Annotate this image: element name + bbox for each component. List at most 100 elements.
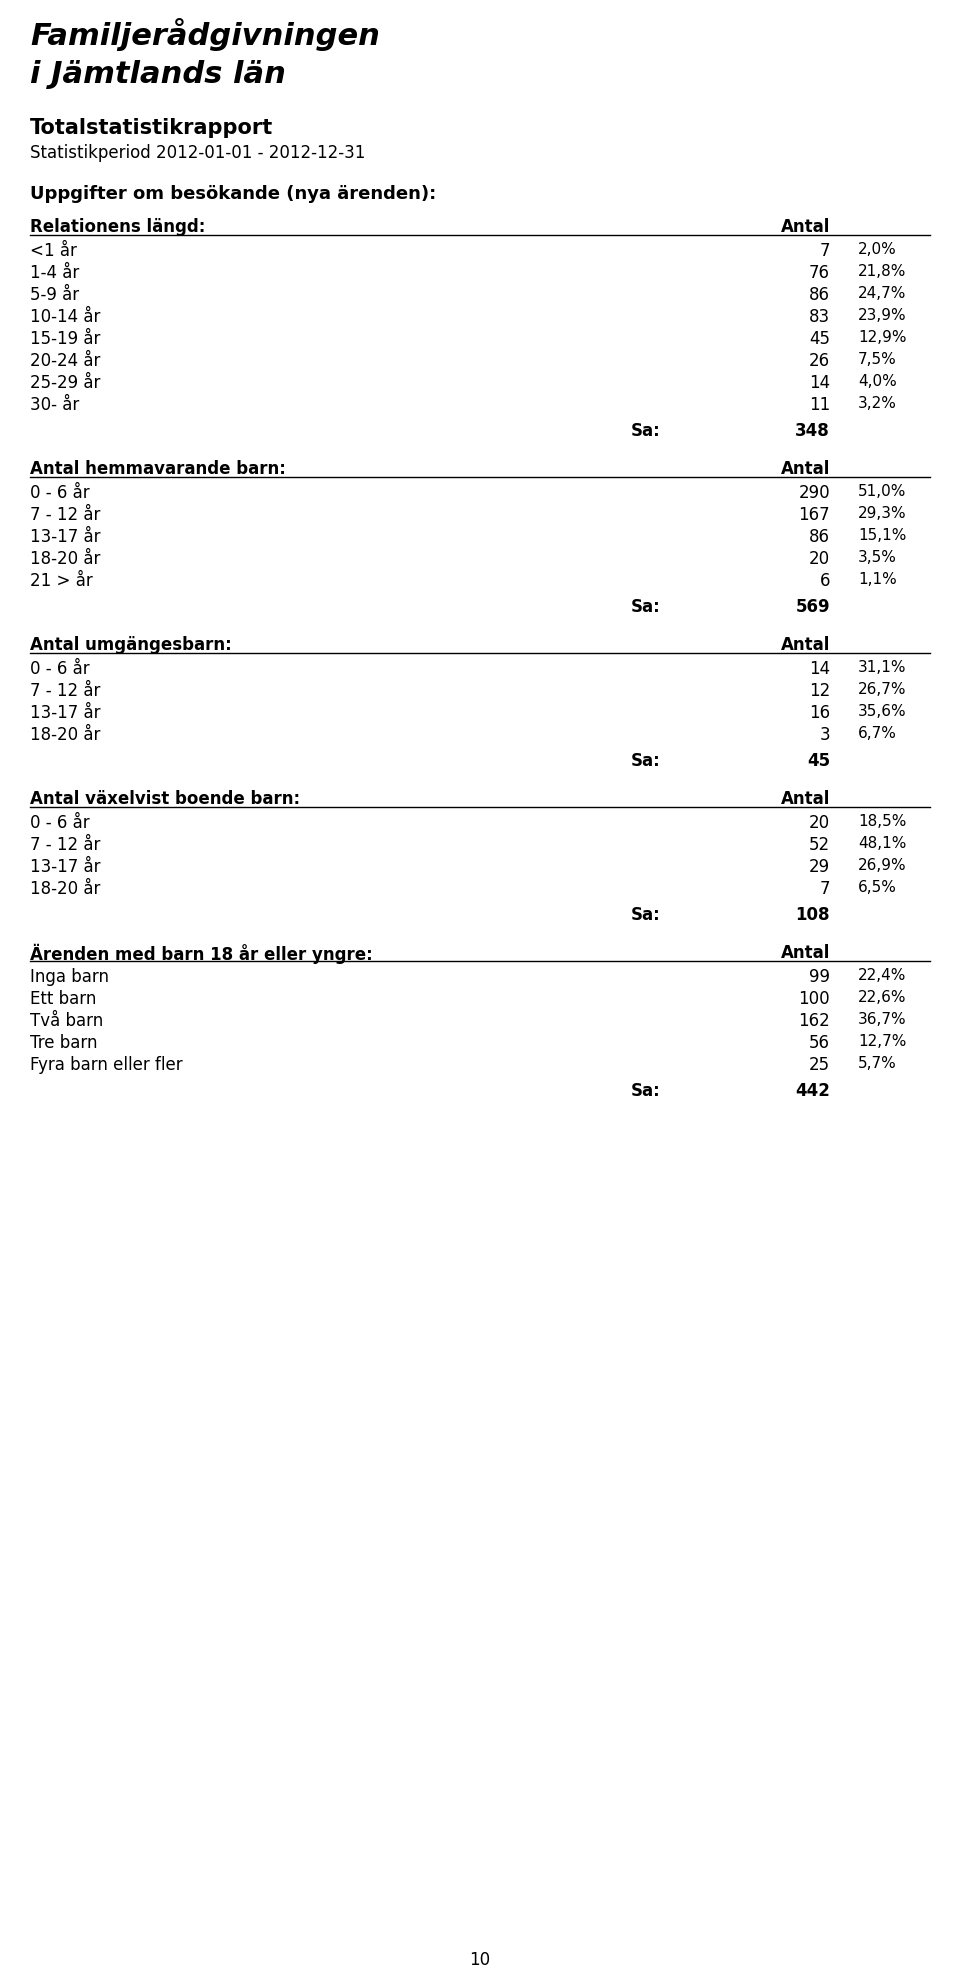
Text: 1,1%: 1,1% — [858, 572, 897, 586]
Text: 0 - 6 år: 0 - 6 år — [30, 483, 89, 501]
Text: Totalstatistikrapport: Totalstatistikrapport — [30, 119, 274, 139]
Text: 22,6%: 22,6% — [858, 990, 906, 1004]
Text: 13-17 år: 13-17 år — [30, 529, 101, 546]
Text: 10-14 år: 10-14 år — [30, 307, 101, 327]
Text: 31,1%: 31,1% — [858, 659, 906, 675]
Text: Antal: Antal — [780, 218, 830, 236]
Text: 15-19 år: 15-19 år — [30, 331, 101, 348]
Text: 7 - 12 år: 7 - 12 år — [30, 681, 101, 699]
Text: 26,7%: 26,7% — [858, 681, 906, 697]
Text: 99: 99 — [809, 968, 830, 986]
Text: 18-20 år: 18-20 år — [30, 879, 101, 897]
Text: 83: 83 — [809, 307, 830, 327]
Text: <1 år: <1 år — [30, 242, 77, 259]
Text: 18-20 år: 18-20 år — [30, 725, 101, 744]
Text: Sa:: Sa: — [631, 598, 660, 616]
Text: 14: 14 — [809, 659, 830, 677]
Text: 12,7%: 12,7% — [858, 1034, 906, 1049]
Text: 6: 6 — [820, 572, 830, 590]
Text: Sa:: Sa: — [631, 905, 660, 923]
Text: Antal: Antal — [780, 459, 830, 477]
Text: 5,7%: 5,7% — [858, 1055, 897, 1071]
Text: 18,5%: 18,5% — [858, 814, 906, 828]
Text: 6,7%: 6,7% — [858, 725, 897, 741]
Text: Fyra barn eller fler: Fyra barn eller fler — [30, 1055, 182, 1073]
Text: 25-29 år: 25-29 år — [30, 374, 101, 392]
Text: 21,8%: 21,8% — [858, 263, 906, 279]
Text: Antal: Antal — [780, 636, 830, 653]
Text: Ärenden med barn 18 år eller yngre:: Ärenden med barn 18 år eller yngre: — [30, 944, 372, 964]
Text: 23,9%: 23,9% — [858, 307, 906, 323]
Text: 11: 11 — [808, 396, 830, 414]
Text: 86: 86 — [809, 529, 830, 546]
Text: Familjerådgivningen: Familjerådgivningen — [30, 18, 380, 51]
Text: 442: 442 — [795, 1081, 830, 1099]
Text: Antal hemmavarande barn:: Antal hemmavarande barn: — [30, 459, 286, 477]
Text: 290: 290 — [799, 483, 830, 501]
Text: 36,7%: 36,7% — [858, 1012, 906, 1026]
Text: 48,1%: 48,1% — [858, 836, 906, 851]
Text: 76: 76 — [809, 263, 830, 281]
Text: 26,9%: 26,9% — [858, 857, 906, 873]
Text: 7: 7 — [820, 242, 830, 259]
Text: 45: 45 — [806, 752, 830, 770]
Text: 6,5%: 6,5% — [858, 879, 897, 895]
Text: Sa:: Sa: — [631, 752, 660, 770]
Text: 21 > år: 21 > år — [30, 572, 93, 590]
Text: 3: 3 — [820, 725, 830, 744]
Text: 162: 162 — [799, 1012, 830, 1030]
Text: 29,3%: 29,3% — [858, 505, 906, 521]
Text: 7 - 12 år: 7 - 12 år — [30, 836, 101, 853]
Text: 5-9 år: 5-9 år — [30, 285, 79, 303]
Text: 20: 20 — [809, 814, 830, 832]
Text: 100: 100 — [799, 990, 830, 1008]
Text: 56: 56 — [809, 1034, 830, 1051]
Text: 86: 86 — [809, 285, 830, 303]
Text: Två barn: Två barn — [30, 1012, 104, 1030]
Text: 14: 14 — [809, 374, 830, 392]
Text: 0 - 6 år: 0 - 6 år — [30, 659, 89, 677]
Text: 24,7%: 24,7% — [858, 285, 906, 301]
Text: 7 - 12 år: 7 - 12 år — [30, 505, 101, 525]
Text: 52: 52 — [809, 836, 830, 853]
Text: 13-17 år: 13-17 år — [30, 703, 101, 721]
Text: 12,9%: 12,9% — [858, 331, 906, 345]
Text: Ett barn: Ett barn — [30, 990, 96, 1008]
Text: 3,2%: 3,2% — [858, 396, 897, 410]
Text: Sa:: Sa: — [631, 1081, 660, 1099]
Text: 3,5%: 3,5% — [858, 550, 897, 564]
Text: 29: 29 — [809, 857, 830, 875]
Text: 12: 12 — [808, 681, 830, 699]
Text: 30- år: 30- år — [30, 396, 80, 414]
Text: 13-17 år: 13-17 år — [30, 857, 101, 875]
Text: 108: 108 — [796, 905, 830, 923]
Text: Uppgifter om besökande (nya ärenden):: Uppgifter om besökande (nya ärenden): — [30, 184, 436, 202]
Text: Antal umgängesbarn:: Antal umgängesbarn: — [30, 636, 231, 653]
Text: Statistikperiod 2012-01-01 - 2012-12-31: Statistikperiod 2012-01-01 - 2012-12-31 — [30, 145, 366, 162]
Text: 15,1%: 15,1% — [858, 529, 906, 543]
Text: Sa:: Sa: — [631, 422, 660, 440]
Text: 16: 16 — [809, 703, 830, 721]
Text: 2,0%: 2,0% — [858, 242, 897, 257]
Text: 25: 25 — [809, 1055, 830, 1073]
Text: 20: 20 — [809, 550, 830, 568]
Text: 569: 569 — [796, 598, 830, 616]
Text: 348: 348 — [795, 422, 830, 440]
Text: Antal växelvist boende barn:: Antal växelvist boende barn: — [30, 790, 300, 808]
Text: Tre barn: Tre barn — [30, 1034, 98, 1051]
Text: Relationens längd:: Relationens längd: — [30, 218, 205, 236]
Text: 22,4%: 22,4% — [858, 968, 906, 982]
Text: 10: 10 — [469, 1950, 491, 1968]
Text: 4,0%: 4,0% — [858, 374, 897, 388]
Text: i Jämtlands län: i Jämtlands län — [30, 59, 286, 89]
Text: Antal: Antal — [780, 790, 830, 808]
Text: Antal: Antal — [780, 944, 830, 962]
Text: 20-24 år: 20-24 år — [30, 352, 101, 370]
Text: 35,6%: 35,6% — [858, 703, 906, 719]
Text: 7,5%: 7,5% — [858, 352, 897, 366]
Text: 7: 7 — [820, 879, 830, 897]
Text: 51,0%: 51,0% — [858, 483, 906, 499]
Text: 26: 26 — [809, 352, 830, 370]
Text: 1-4 år: 1-4 år — [30, 263, 80, 281]
Text: 167: 167 — [799, 505, 830, 525]
